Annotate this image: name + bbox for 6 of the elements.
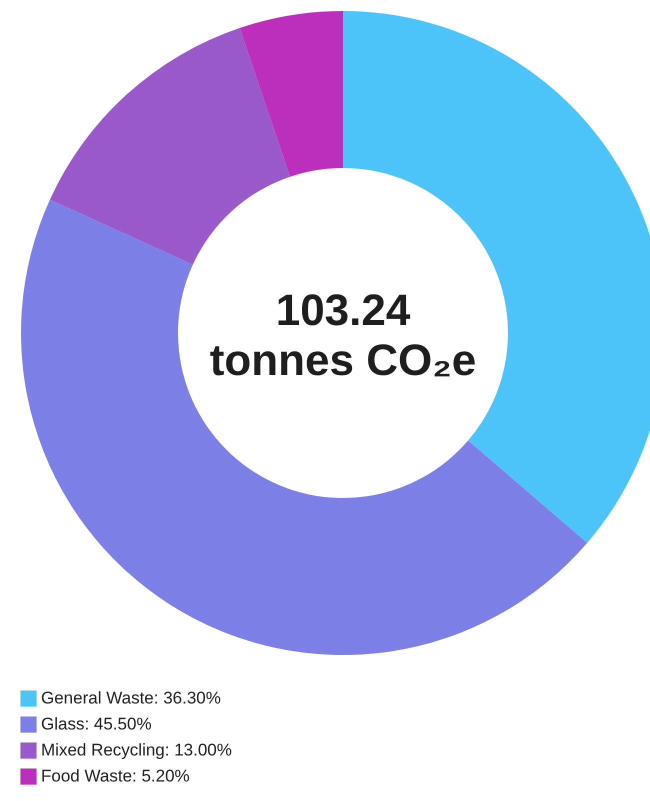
text: 103.24 [276, 286, 411, 335]
legend-label: Glass: 45.50% [41, 714, 152, 734]
legend-label: General Waste: 36.30% [41, 688, 221, 708]
legend-label: Food Waste: 5.20% [41, 766, 190, 786]
text: tonnes CO₂e [210, 336, 476, 385]
legend-label: Mixed Recycling: 13.00% [41, 740, 232, 760]
